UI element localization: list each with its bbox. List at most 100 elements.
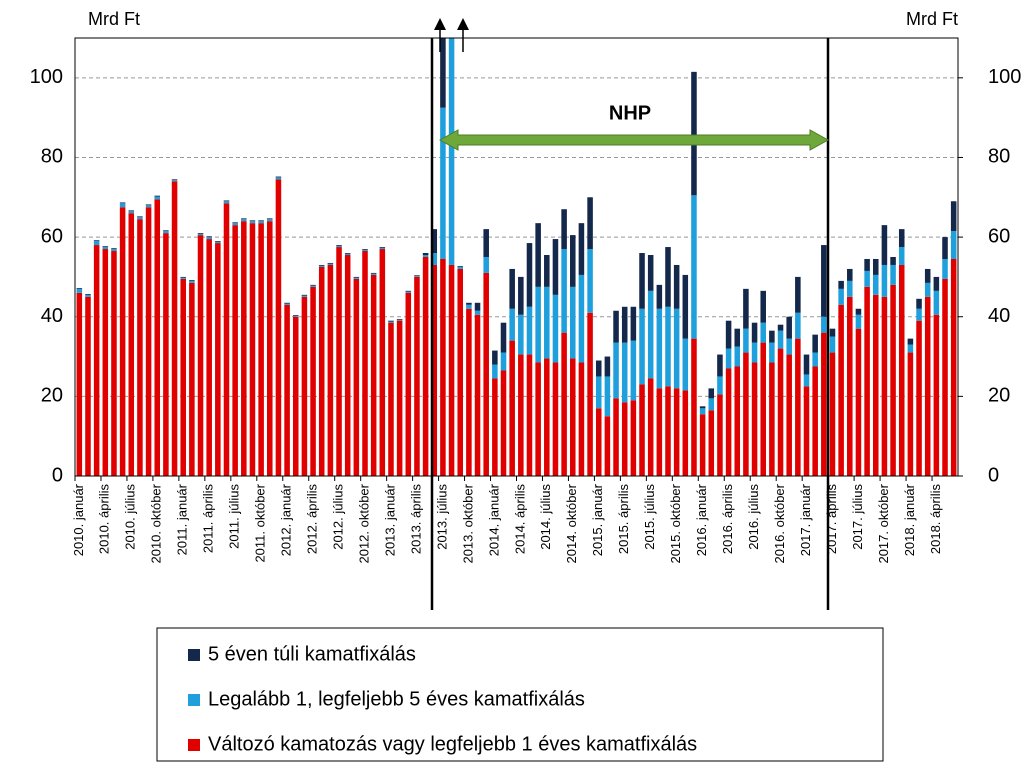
bar-segment [344, 255, 351, 476]
bar-segment [933, 290, 940, 315]
bar-segment [500, 370, 507, 476]
bar-segment [249, 223, 256, 476]
bar-segment [232, 225, 238, 476]
bar-segment [907, 338, 914, 345]
bar-segment [552, 239, 559, 295]
bar-segment [336, 245, 342, 246]
bar-segment [258, 221, 264, 224]
bar-segment [431, 264, 438, 476]
bar-segment [223, 203, 230, 476]
bar-segment [241, 219, 247, 222]
bar-segment [171, 180, 178, 182]
annotations: NHP [430, 18, 830, 610]
x-tick-label: 2010. október [149, 483, 164, 563]
bar-segment [275, 177, 282, 180]
x-tick-label: 2012. július [330, 484, 345, 550]
bar-segment [232, 222, 238, 224]
bar-segment [699, 408, 706, 415]
bar-segment [717, 376, 723, 395]
bar-segment [812, 352, 818, 367]
bar-segment [154, 195, 161, 197]
bar-segment [890, 264, 896, 285]
bar-segment [145, 204, 152, 206]
bar-segment [777, 348, 784, 476]
x-tick-label: 2014. július [538, 484, 553, 550]
bar-segment [422, 257, 429, 476]
bar-segment [691, 338, 697, 476]
bar-segment [561, 332, 567, 476]
bar-segment [492, 350, 498, 365]
x-tick-label: 2017. október [876, 483, 891, 563]
bar-segment [725, 368, 732, 476]
bar-segment [318, 264, 325, 266]
bar-segment [440, 258, 446, 476]
bar-segment [656, 284, 663, 309]
bar-segment [405, 290, 412, 292]
bar-segment [898, 229, 905, 248]
bar-segment [206, 237, 212, 240]
bar-segment [647, 378, 654, 476]
x-tick-label: 2011. július [227, 484, 242, 549]
bar-segment [803, 386, 810, 476]
legend-swatch [188, 649, 200, 661]
bar-segment [370, 273, 377, 275]
bar-segment [578, 274, 585, 363]
bar-segment [163, 233, 169, 476]
bar-segment [431, 229, 438, 254]
bar-segment [440, 38, 446, 108]
bar-segment [518, 314, 524, 355]
bar-segment [630, 400, 637, 476]
bar-segment [656, 388, 663, 476]
legend-swatch [188, 739, 200, 751]
bar-segment [344, 253, 351, 256]
bar-segment [258, 220, 264, 222]
bar-segment [569, 286, 576, 359]
bar-segment [855, 328, 862, 476]
bar-segment [327, 264, 334, 476]
bar-segment [518, 354, 524, 476]
y-axis-label: Mrd Ft [88, 9, 140, 29]
bar-segment [829, 352, 836, 476]
bar-segment [639, 384, 645, 476]
bar-segment [379, 247, 386, 250]
bar-segment [656, 308, 663, 389]
bar-segment [189, 280, 195, 281]
bar-segment [743, 328, 749, 353]
bar-segment [292, 316, 299, 476]
bar-segment [561, 209, 567, 250]
bar-segment [267, 218, 273, 220]
bar-segment [872, 274, 879, 295]
bar-segment [93, 245, 100, 476]
bar-segment [474, 302, 481, 311]
y-tick-label: 40 [41, 305, 63, 327]
y2-tick-label: 20 [988, 385, 1010, 407]
bar-segment [604, 416, 611, 476]
bar-segment [760, 322, 766, 343]
bar-segment [578, 223, 585, 275]
x-tick-label: 2012. október [356, 483, 371, 563]
legend-swatch [188, 694, 200, 706]
x-tick-label: 2011. október [253, 483, 268, 562]
bar-segment [725, 348, 732, 369]
nhp-arrow [438, 129, 830, 151]
bar-segment [691, 71, 697, 196]
bar-segment [950, 231, 957, 259]
bar-segment [310, 286, 316, 476]
bar-segment [595, 408, 602, 476]
y-tick-label: 80 [41, 146, 63, 168]
bar-segment [180, 278, 186, 476]
bar-segment [215, 243, 221, 476]
bar-segment [353, 277, 360, 279]
bar-segment [595, 376, 602, 409]
bar-segment [795, 338, 801, 476]
bar-segment [864, 258, 870, 271]
bar-segment [630, 306, 637, 341]
bar-segment [682, 274, 689, 339]
bar-segment [734, 366, 741, 476]
bar-segment [111, 248, 117, 250]
bar-segment [621, 402, 628, 476]
bar-segment [414, 276, 420, 277]
y-tick-label: 20 [41, 385, 63, 407]
bar-segment [137, 216, 143, 218]
x-tick-label: 2014. április [512, 484, 527, 555]
